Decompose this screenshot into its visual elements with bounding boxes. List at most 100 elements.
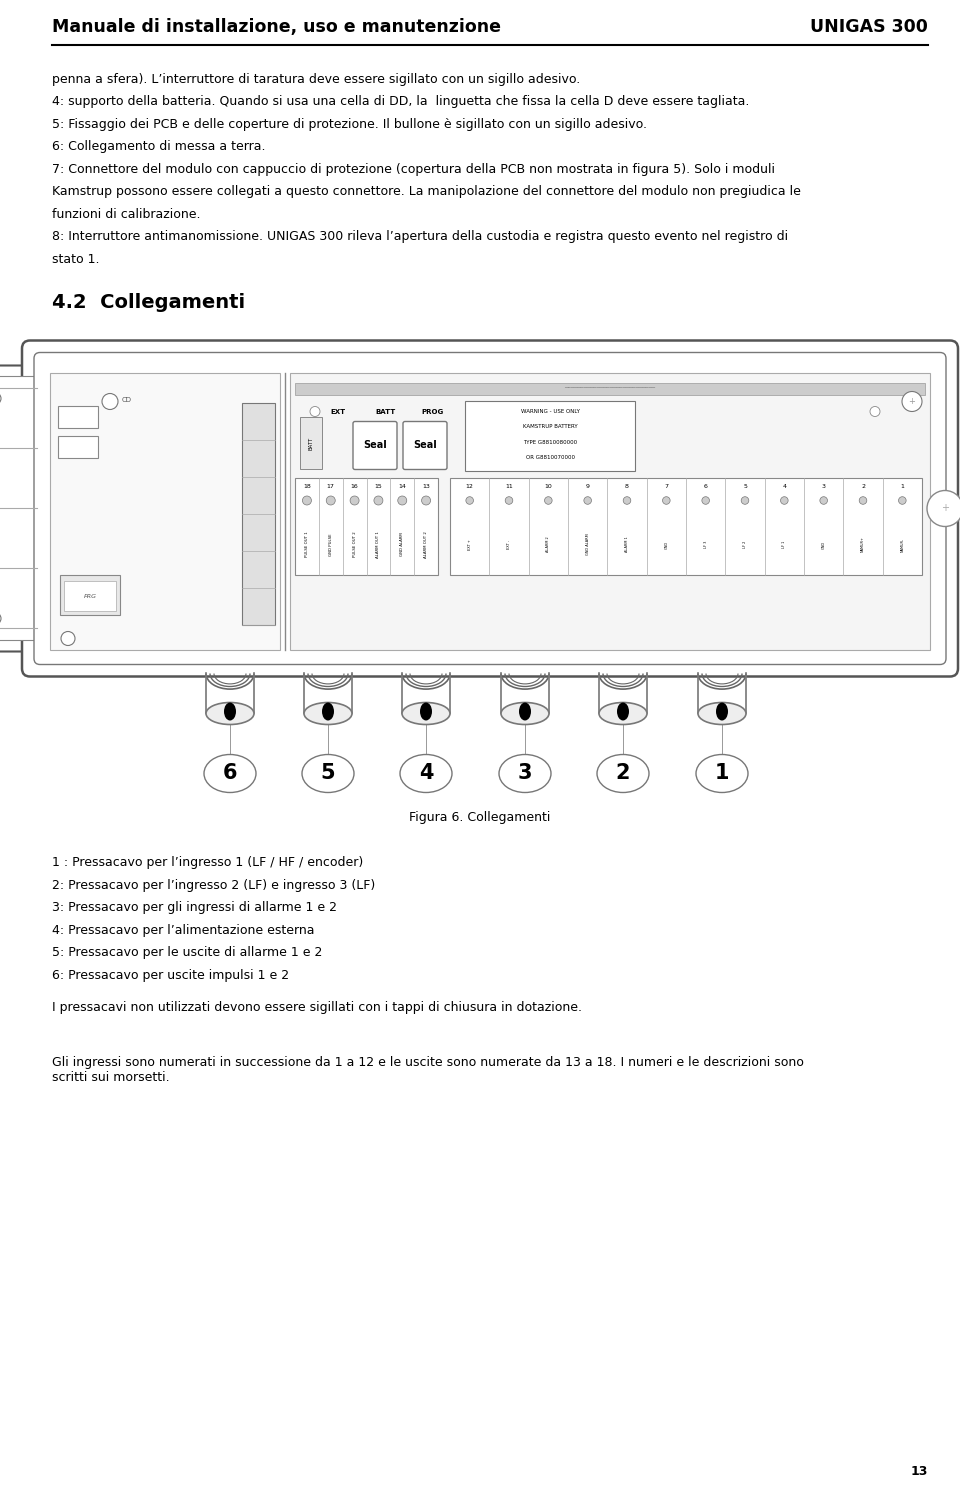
Circle shape — [702, 497, 709, 505]
Text: 2: 2 — [615, 763, 631, 784]
Circle shape — [780, 497, 788, 505]
Ellipse shape — [402, 703, 450, 724]
Text: PULSE OUT 1: PULSE OUT 1 — [305, 532, 309, 557]
Text: 11: 11 — [505, 484, 513, 490]
Text: ALARM OUT 1: ALARM OUT 1 — [376, 532, 380, 558]
Text: stato 1.: stato 1. — [52, 252, 100, 266]
Text: OR G8810070000: OR G8810070000 — [525, 455, 574, 460]
Circle shape — [102, 394, 118, 409]
Text: BATT: BATT — [374, 409, 396, 415]
Text: 9: 9 — [586, 484, 589, 490]
Circle shape — [662, 497, 670, 505]
Text: 4: Pressacavo per l’alimentazione esterna: 4: Pressacavo per l’alimentazione estern… — [52, 924, 315, 938]
Text: CD: CD — [122, 397, 132, 403]
Text: 5: Fissaggio dei PCB e delle coperture di protezione. Il bullone è sigillato con: 5: Fissaggio dei PCB e delle coperture d… — [52, 118, 647, 131]
Text: ALARM 1: ALARM 1 — [625, 536, 629, 552]
Text: 16: 16 — [350, 484, 358, 490]
Text: 3: 3 — [517, 763, 532, 784]
Text: LF 1: LF 1 — [782, 540, 786, 548]
Circle shape — [61, 632, 75, 645]
Ellipse shape — [322, 703, 334, 721]
Text: PULSE OUT 2: PULSE OUT 2 — [352, 532, 356, 557]
Text: Kamstrup possono essere collegati a questo connettore. La manipolazione del conn: Kamstrup possono essere collegati a ques… — [52, 185, 801, 199]
FancyBboxPatch shape — [0, 366, 50, 651]
Circle shape — [859, 497, 867, 505]
Text: 18: 18 — [303, 484, 311, 490]
Text: Gli ingressi sono numerati in successione da 1 a 12 e le uscite sono numerate da: Gli ingressi sono numerati in succession… — [52, 1057, 804, 1084]
Circle shape — [350, 496, 359, 505]
Bar — [300, 418, 322, 469]
Text: 5: 5 — [743, 484, 747, 490]
Text: 2: 2 — [861, 484, 865, 490]
Text: ALARM 2: ALARM 2 — [546, 536, 550, 552]
Ellipse shape — [302, 754, 354, 793]
Text: 1: 1 — [900, 484, 904, 490]
Text: penna a sfera). L’interruttore di taratura deve essere sigillato con un sigillo : penna a sfera). L’interruttore di taratu… — [52, 73, 580, 87]
Circle shape — [870, 406, 880, 417]
Text: TYPE G8810080000: TYPE G8810080000 — [523, 440, 577, 445]
Text: Seal: Seal — [413, 440, 437, 451]
Text: 2: Pressacavo per l’ingresso 2 (LF) e ingresso 3 (LF): 2: Pressacavo per l’ingresso 2 (LF) e in… — [52, 879, 375, 891]
FancyBboxPatch shape — [34, 352, 946, 664]
Text: 7: Connettore del modulo con cappuccio di protezione (copertura della PCB non mo: 7: Connettore del modulo con cappuccio d… — [52, 163, 775, 176]
Circle shape — [927, 491, 960, 527]
Text: Manuale di installazione, uso e manutenzione: Manuale di installazione, uso e manutenz… — [52, 18, 501, 36]
FancyBboxPatch shape — [353, 421, 397, 469]
Text: NAMUR-: NAMUR- — [900, 537, 904, 551]
Text: 12: 12 — [466, 484, 473, 490]
FancyBboxPatch shape — [403, 421, 447, 469]
Bar — [50, 373, 280, 651]
Text: GND: GND — [822, 540, 826, 548]
Text: ────────────────────────────: ──────────────────────────── — [564, 387, 656, 391]
Circle shape — [0, 393, 1, 405]
Text: +: + — [941, 503, 949, 514]
Text: 14: 14 — [398, 484, 406, 490]
Text: 8: Interruttore antimanomissione. UNIGAS 300 rileva l’apertura della custodia e : 8: Interruttore antimanomissione. UNIGAS… — [52, 230, 788, 243]
Ellipse shape — [716, 703, 728, 721]
Circle shape — [373, 496, 383, 505]
Bar — [58, 436, 98, 458]
Text: 5: 5 — [321, 763, 335, 784]
Circle shape — [466, 497, 473, 505]
Text: 3: Pressacavo per gli ingressi di allarme 1 e 2: 3: Pressacavo per gli ingressi di allarm… — [52, 902, 337, 915]
Text: LF 2: LF 2 — [743, 540, 747, 548]
Circle shape — [902, 391, 922, 412]
Text: PROG: PROG — [420, 409, 444, 415]
Text: KAMSTRUP BATTERY: KAMSTRUP BATTERY — [522, 424, 577, 430]
Text: Seal: Seal — [363, 440, 387, 451]
Ellipse shape — [206, 703, 254, 724]
Ellipse shape — [499, 754, 551, 793]
Text: PRG: PRG — [84, 594, 97, 599]
Circle shape — [326, 496, 335, 505]
Text: 15: 15 — [374, 484, 382, 490]
Text: 6: Collegamento di messa a terra.: 6: Collegamento di messa a terra. — [52, 140, 266, 154]
Circle shape — [544, 497, 552, 505]
Text: GND PULSE: GND PULSE — [328, 533, 333, 555]
Circle shape — [741, 497, 749, 505]
Text: I pressacavi non utilizzati devono essere sigillati con i tappi di chiusura in d: I pressacavi non utilizzati devono esser… — [52, 1002, 582, 1015]
Text: 13: 13 — [422, 484, 430, 490]
Circle shape — [421, 496, 431, 505]
Ellipse shape — [698, 703, 746, 724]
Ellipse shape — [400, 754, 452, 793]
Text: EXT -: EXT - — [507, 540, 511, 549]
Text: LF 3: LF 3 — [704, 540, 708, 548]
Circle shape — [397, 496, 407, 505]
Text: 4: 4 — [782, 484, 786, 490]
Text: GND: GND — [664, 540, 668, 548]
Text: ALARM OUT 2: ALARM OUT 2 — [424, 532, 428, 558]
Bar — [465, 402, 635, 472]
Bar — [60, 575, 120, 615]
Text: 6: 6 — [704, 484, 708, 490]
Bar — [242, 403, 275, 626]
Ellipse shape — [224, 703, 236, 721]
Text: EXT +: EXT + — [468, 539, 471, 549]
Circle shape — [302, 496, 311, 505]
Text: 4: 4 — [419, 763, 433, 784]
Text: 8: 8 — [625, 484, 629, 490]
Ellipse shape — [420, 703, 432, 721]
Circle shape — [584, 497, 591, 505]
Text: 10: 10 — [544, 484, 552, 490]
FancyBboxPatch shape — [0, 376, 39, 640]
Ellipse shape — [696, 754, 748, 793]
